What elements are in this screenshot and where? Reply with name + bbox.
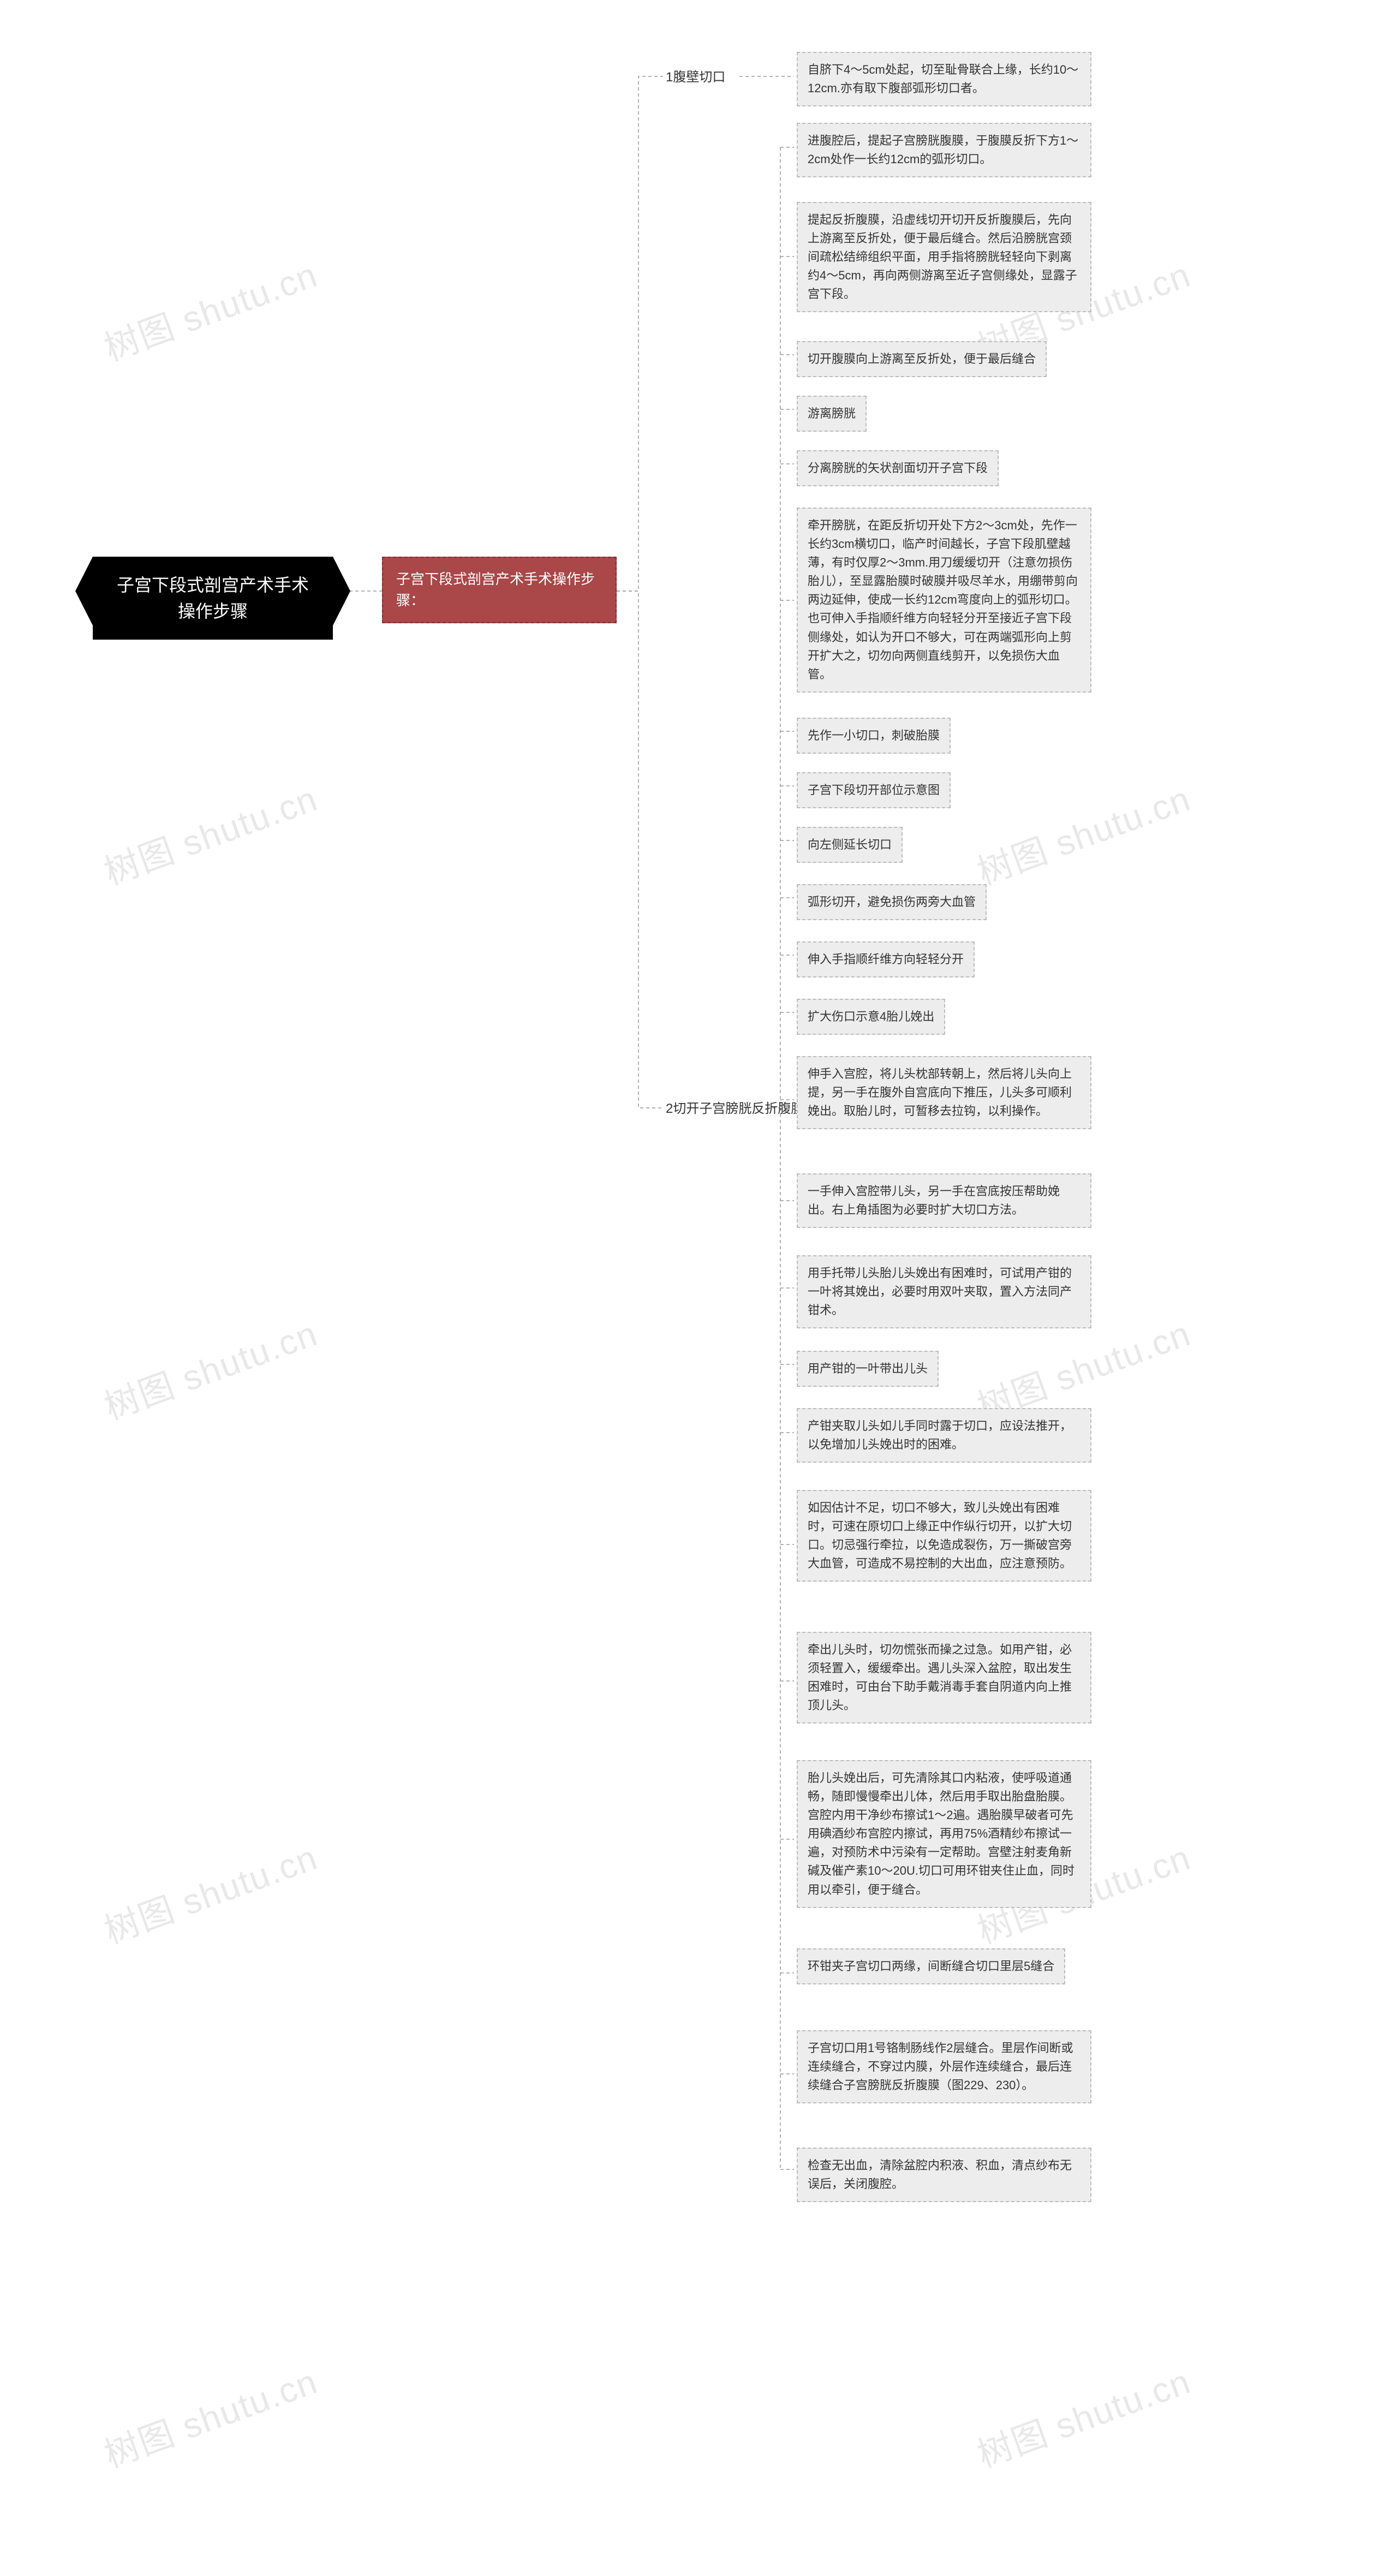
leaf-node[interactable]: 用手托带儿头胎儿头娩出有困难时，可试用产钳的一叶将其娩出，必要时用双叶夹取，置入… <box>797 1255 1091 1328</box>
watermark: 树图 shutu.cn <box>970 771 1197 895</box>
root-label: 子宫下段式剖宫产术手术操作步骤 <box>117 575 309 621</box>
leaf-node[interactable]: 先作一小切口，刺破胎膜 <box>797 718 951 754</box>
watermark: 树图 shutu.cn <box>97 2354 324 2478</box>
leaf-node[interactable]: 提起反折腹膜，沿虚线切开切开反折腹膜后，先向上游离至反折处，便于最后缝合。然后沿… <box>797 202 1091 312</box>
leaf-node[interactable]: 伸入手指顺纤维方向轻轻分开 <box>797 941 975 977</box>
leaf-node[interactable]: 用产钳的一叶带出儿头 <box>797 1351 939 1387</box>
leaf-node[interactable]: 牵开膀胱，在距反折切开处下方2～3cm处，先作一长约3cm横切口，临产时间越长，… <box>797 508 1091 693</box>
leaf-node[interactable]: 检查无出血，清除盆腔内积液、积血，清点纱布无误后，关闭腹腔。 <box>797 2148 1091 2202</box>
connectors <box>0 0 1397 2576</box>
level1-node[interactable]: 子宫下段式剖宫产术手术操作步骤： <box>382 557 617 623</box>
leaf-node[interactable]: 如因估计不足，切口不够大，致儿头娩出有困难时，可速在原切口上缘正中作纵行切开，以… <box>797 1490 1091 1582</box>
leaf-node[interactable]: 分离膀胱的矢状剖面切开子宫下段 <box>797 450 999 486</box>
watermark: 树图 shutu.cn <box>97 1306 324 1430</box>
leaf-node[interactable]: 胎儿头娩出后，可先清除其口内粘液，使呼吸道通畅，随即慢慢牵出儿体，然后用手取出胎… <box>797 1760 1091 1908</box>
mindmap-canvas: 树图 shutu.cn 树图 shutu.cn 树图 shutu.cn 树图 s… <box>0 0 1397 2576</box>
watermark: 树图 shutu.cn <box>97 1830 324 1954</box>
watermark: 树图 shutu.cn <box>97 247 324 371</box>
leaf-node[interactable]: 伸手入宫腔，将儿头枕部转朝上，然后将儿头向上提，另一手在腹外自宫底向下推压，儿头… <box>797 1056 1091 1129</box>
leaf-node[interactable]: 子宫切口用1号铬制肠线作2层缝合。里层作间断或连续缝合，不穿过内膜，外层作连续缝… <box>797 2030 1091 2103</box>
leaf-node[interactable]: 向左侧延长切口 <box>797 827 903 863</box>
leaf-node[interactable]: 牵出儿头时，切勿慌张而操之过急。如用产钳，必须轻置入，缓缓牵出。遇儿头深入盆腔，… <box>797 1632 1091 1724</box>
watermark: 树图 shutu.cn <box>97 771 324 895</box>
root-node[interactable]: 子宫下段式剖宫产术手术操作步骤 <box>93 557 333 640</box>
leaf-node[interactable]: 进腹腔后，提起子宫膀胱腹膜，于腹膜反折下方1～2cm处作一长约12cm的弧形切口… <box>797 123 1091 177</box>
leaf-node[interactable]: 切开腹膜向上游离至反折处，便于最后缝合 <box>797 341 1047 377</box>
branch-label-2[interactable]: 2切开子宫膀胱反折腹膜 <box>666 1100 804 1118</box>
leaf-node[interactable]: 自脐下4～5cm处起，切至耻骨联合上缘，长约10～12cm.亦有取下腹部弧形切口… <box>797 52 1091 106</box>
leaf-node[interactable]: 环钳夹子宫切口两缘，间断缝合切口里层5缝合 <box>797 1948 1065 1984</box>
leaf-node[interactable]: 游离膀胱 <box>797 396 867 432</box>
leaf-node[interactable]: 弧形切开，避免损伤两旁大血管 <box>797 884 987 920</box>
watermark: 树图 shutu.cn <box>970 2354 1197 2478</box>
leaf-node[interactable]: 一手伸入宫腔带儿头，另一手在宫底按压帮助娩出。右上角插图为必要时扩大切口方法。 <box>797 1173 1091 1228</box>
leaf-node[interactable]: 产钳夹取儿头如儿手同时露于切口，应设法推开，以免增加儿头娩出时的困难。 <box>797 1408 1091 1463</box>
branch-label-1[interactable]: 1腹壁切口 <box>666 68 725 87</box>
level1-label: 子宫下段式剖宫产术手术操作步骤： <box>396 571 595 609</box>
leaf-node[interactable]: 子宫下段切开部位示意图 <box>797 772 951 808</box>
leaf-node[interactable]: 扩大伤口示意4胎儿娩出 <box>797 999 945 1035</box>
